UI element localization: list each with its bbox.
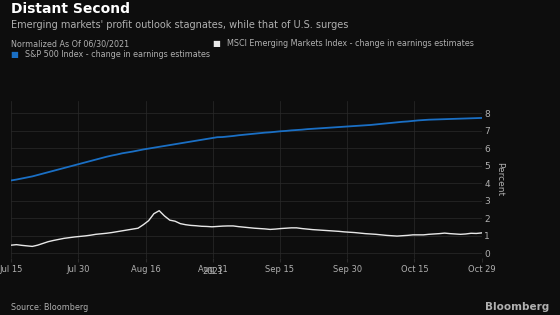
Text: Distant Second: Distant Second	[11, 2, 130, 15]
Text: 2021: 2021	[202, 267, 223, 276]
Text: Normalized As Of 06/30/2021: Normalized As Of 06/30/2021	[11, 39, 129, 49]
Y-axis label: Percent: Percent	[495, 163, 504, 197]
Text: ■: ■	[213, 39, 223, 49]
Text: ■: ■	[11, 50, 22, 60]
Text: MSCI Emerging Markets Index - change in earnings estimates: MSCI Emerging Markets Index - change in …	[227, 39, 474, 49]
Text: Emerging markets' profit outlook stagnates, while that of U.S. surges: Emerging markets' profit outlook stagnat…	[11, 20, 348, 31]
Text: S&P 500 Index - change in earnings estimates: S&P 500 Index - change in earnings estim…	[25, 50, 210, 60]
Text: Bloomberg: Bloomberg	[484, 302, 549, 312]
Text: Source: Bloomberg: Source: Bloomberg	[11, 303, 88, 312]
